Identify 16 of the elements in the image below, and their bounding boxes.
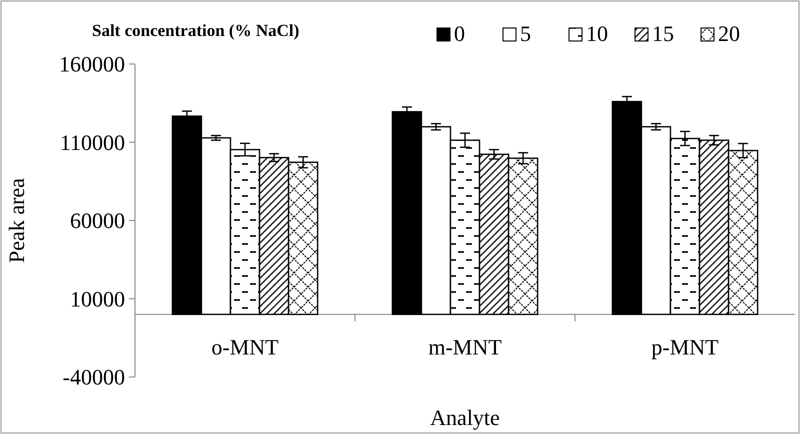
x-axis-title: Analyte (430, 405, 500, 430)
legend-label: 5 (520, 21, 531, 46)
y-tick-label: 10000 (70, 286, 125, 312)
x-tick-label: o-MNT (211, 334, 280, 360)
x-tick-label: p-MNT (651, 334, 720, 360)
legend-label: 0 (454, 21, 465, 46)
legend-label: 15 (652, 21, 674, 46)
y-tick-label: 60000 (70, 208, 125, 234)
y-axis-title: Peak area (4, 178, 29, 263)
legend-title: Salt concentration (% NaCl) (92, 21, 300, 40)
legend-label: 10 (586, 21, 608, 46)
y-tick-label: 110000 (60, 130, 125, 155)
x-tick-label: m-MNT (428, 334, 502, 360)
y-tick-label: 160000 (59, 52, 125, 77)
legend-label: 20 (718, 21, 740, 46)
y-tick-label: -40000 (62, 364, 125, 390)
